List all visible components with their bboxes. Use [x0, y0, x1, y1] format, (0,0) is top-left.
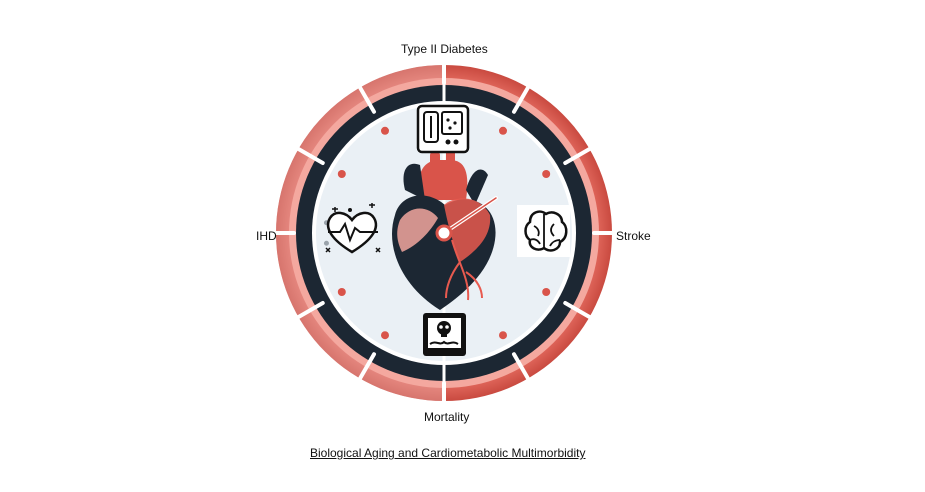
clock-hour-dot: [381, 331, 389, 340]
brain-icon: [517, 205, 570, 257]
clock-tick: [512, 85, 530, 114]
clock-hour-dot: [499, 331, 507, 340]
clock-tick: [563, 147, 592, 165]
clock-minute-dot: [323, 240, 329, 246]
clock-tick: [563, 301, 592, 319]
clock-hour-dot: [337, 288, 346, 296]
clock-hour-dot: [542, 170, 551, 178]
label-ihd: IHD: [256, 229, 277, 243]
clock-hour-dot: [381, 126, 389, 135]
clock-hour-dot: [499, 126, 507, 135]
label-stroke: Stroke: [616, 229, 651, 243]
clock-hands: [435, 196, 498, 242]
figure-caption: Biological Aging and Cardiometabolic Mul…: [310, 446, 586, 460]
label-mortality: Mortality: [424, 410, 470, 424]
anatomical-heart-icon: [392, 150, 496, 310]
clock-ticks: [274, 63, 614, 403]
heart-condition-icon: [325, 203, 381, 254]
label-type-ii-diabetes: Type II Diabetes: [401, 42, 488, 56]
clock-tick: [296, 301, 325, 319]
clock-tick: [512, 352, 530, 381]
clock-hour-dot: [542, 288, 551, 296]
clock-hour-dot: [337, 170, 346, 178]
clock-tick: [358, 85, 376, 114]
skull-icon: [423, 313, 466, 356]
clock-tick: [358, 352, 376, 381]
clock-tick: [296, 147, 325, 165]
blood-pressure-monitor-icon: [416, 104, 470, 154]
